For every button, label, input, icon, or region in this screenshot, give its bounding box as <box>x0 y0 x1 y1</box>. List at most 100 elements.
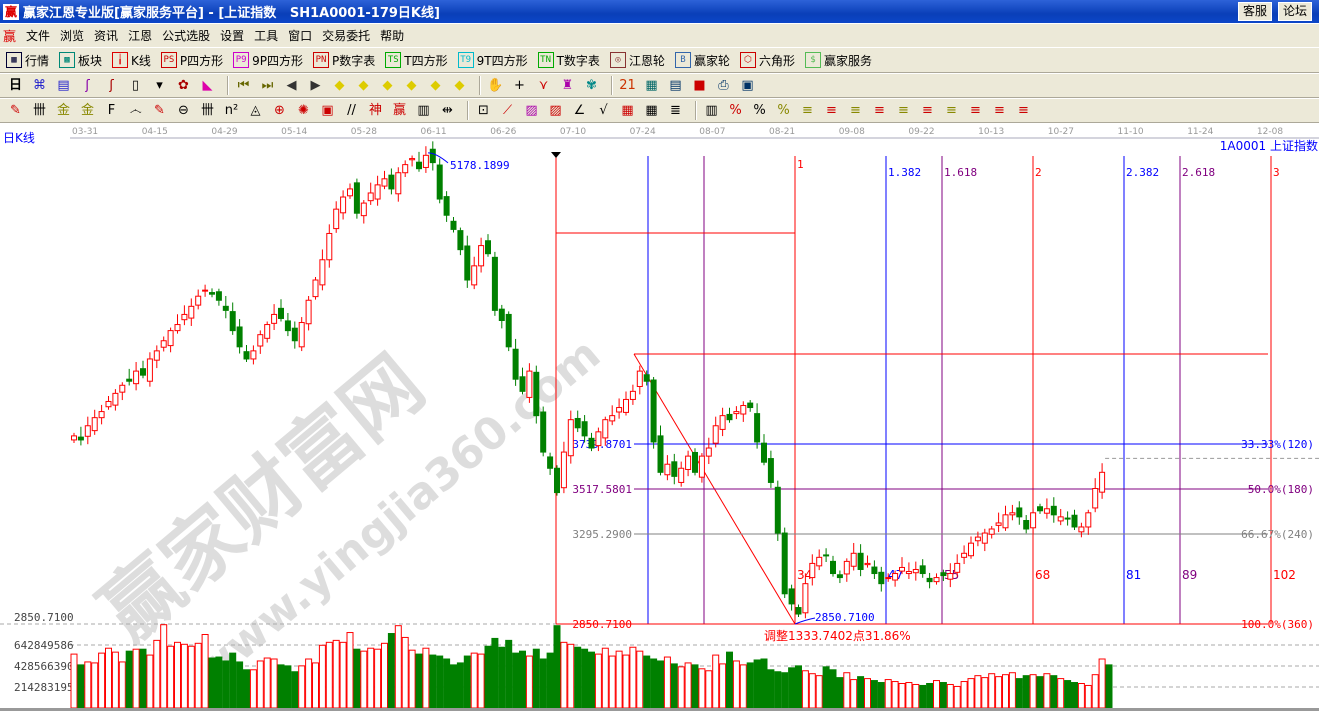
ruler-icon[interactable]: ▥ <box>417 103 430 118</box>
last-icon[interactable]: ⏭ <box>261 78 274 93</box>
lines4-icon[interactable]: ≡ <box>874 103 885 118</box>
line-icon[interactable]: ⋎ <box>538 78 549 93</box>
toolbar-button-ts-box[interactable]: TS T四方形 <box>385 52 448 69</box>
fan-box-icon[interactable]: ▨ <box>525 103 538 118</box>
square-target-icon[interactable]: ▣ <box>321 103 334 118</box>
lines10-icon[interactable]: ≡ <box>1018 103 1029 118</box>
expand-icon[interactable]: ◆ <box>382 78 393 93</box>
left-icon[interactable]: ◀ <box>286 78 297 93</box>
candle-type-icon[interactable]: ▯ <box>131 78 140 93</box>
menu-item-2[interactable]: 资讯 <box>94 29 119 43</box>
menu-item-4[interactable]: 公式选股 <box>162 29 211 43</box>
shrink-icon[interactable]: ◆ <box>406 78 417 93</box>
pattern-icon[interactable]: ✾ <box>586 78 597 93</box>
toolbar-button-blocks[interactable]: ▩ 板块 <box>59 52 102 69</box>
lines2-icon[interactable]: ≡ <box>826 103 837 118</box>
channel-icon[interactable]: ≣ <box>670 103 681 118</box>
lines8-icon[interactable]: ≡ <box>970 103 981 118</box>
candle-body <box>284 320 291 332</box>
lines6-icon[interactable]: ≡ <box>922 103 933 118</box>
menu-item-7[interactable]: 窗口 <box>288 29 313 43</box>
candle-body <box>802 583 809 614</box>
lines5-icon[interactable]: ≡ <box>898 103 909 118</box>
zoom-out-icon[interactable]: ◆ <box>454 78 465 93</box>
angle-icon[interactable]: ∠ <box>573 103 586 118</box>
box-icon[interactable]: ⊡ <box>478 103 489 118</box>
flag-icon[interactable]: ◣ <box>202 78 213 93</box>
menu-item-3[interactable]: 江恩 <box>128 29 153 43</box>
menu-item-0[interactable]: 文件 <box>26 29 51 43</box>
toolbar-button-table[interactable]: ▦ 行情 <box>6 52 49 69</box>
zoom-in-icon[interactable]: ◆ <box>430 78 441 93</box>
spiral-icon[interactable]: ෴ <box>129 103 142 118</box>
toolbar-button-candles[interactable]: ╽ K线 <box>112 52 151 69</box>
menu-item-9[interactable]: 帮助 <box>380 29 405 43</box>
toolbar-button-tn-box[interactable]: TN T数字表 <box>537 52 600 69</box>
percent-cross-icon[interactable]: % <box>729 103 742 118</box>
gold-lines2-icon[interactable]: 金 <box>80 103 94 118</box>
toolbar-button-winner-wheel[interactable]: B 赢家轮 <box>674 52 730 69</box>
crosshair-icon[interactable]: + <box>514 78 525 93</box>
marker-icon[interactable]: ✎ <box>154 103 165 118</box>
lines1-icon[interactable]: ≡ <box>802 103 813 118</box>
shift-left-icon[interactable]: ◆ <box>334 78 345 93</box>
v-icon[interactable]: √ <box>599 103 608 118</box>
toolbar-button-pn-box[interactable]: PN P数字表 <box>313 52 375 69</box>
percent-lines-icon[interactable]: % <box>777 103 790 118</box>
angle-lines-icon[interactable]: // <box>347 103 356 118</box>
web-icon[interactable]: ✺ <box>298 103 309 118</box>
grid-icon[interactable]: ▦ <box>621 103 634 118</box>
tower-icon[interactable]: ♜ <box>561 78 574 93</box>
menu-item-6[interactable]: 工具 <box>254 29 279 43</box>
map-icon[interactable]: ✿ <box>178 78 189 93</box>
right-icon[interactable]: ▶ <box>310 78 321 93</box>
lines3-icon[interactable]: ≡ <box>850 103 861 118</box>
percent-icon[interactable]: % <box>753 103 766 118</box>
calendar-icon[interactable]: 21 <box>619 78 636 93</box>
lines9-icon[interactable]: ≡ <box>994 103 1005 118</box>
menu-item-1[interactable]: 浏览 <box>60 29 85 43</box>
wave3-icon[interactable]: ʃ <box>85 78 90 93</box>
notes-icon[interactable]: ▤ <box>669 78 682 93</box>
toolbar-button-hexagon[interactable]: ⬡ 六角形 <box>739 52 795 69</box>
first-icon[interactable]: ⏮ <box>237 78 250 93</box>
pen-icon[interactable]: ✎ <box>10 103 21 118</box>
forum-button[interactable]: 论坛 <box>1278 2 1313 21</box>
clipboard-icon[interactable]: ▤ <box>57 78 70 93</box>
triangle-icon[interactable]: ◬ <box>250 103 261 118</box>
drop-down-icon[interactable]: ▾ <box>156 78 163 93</box>
hand-icon[interactable]: ✋ <box>487 78 504 93</box>
save-icon[interactable]: ■ <box>693 78 706 93</box>
n2-icon[interactable]: n² <box>224 103 239 118</box>
target-icon[interactable]: ⊕ <box>274 103 285 118</box>
fan-icon[interactable]: ⟋ <box>502 103 513 118</box>
width-icon[interactable]: ⇹ <box>442 103 453 118</box>
wave9-icon[interactable]: ʃ <box>109 78 114 93</box>
ying-icon[interactable]: 赢 <box>392 103 406 118</box>
period-select[interactable]: 日 <box>8 78 22 93</box>
f-lines-icon[interactable]: F <box>107 103 116 118</box>
fan-box2-icon[interactable]: ▨ <box>549 103 562 118</box>
parallel-icon[interactable]: 卌 <box>200 103 214 118</box>
gold-lines-icon[interactable]: 金 <box>56 103 70 118</box>
calculator-icon[interactable]: ▦ <box>645 78 658 93</box>
lines7-icon[interactable]: ≡ <box>946 103 957 118</box>
shen-icon[interactable]: 神 <box>368 103 382 118</box>
toolbar-button-t9-box[interactable]: T9 9T四方形 <box>457 52 528 69</box>
shift-right-icon[interactable]: ◆ <box>358 78 369 93</box>
toolbar-button-ps-box[interactable]: PS P四方形 <box>160 52 223 69</box>
ruler-v-icon[interactable]: ▥ <box>705 103 718 118</box>
bus-icon[interactable]: ▣ <box>741 78 754 93</box>
customer-service-button[interactable]: 客服 <box>1238 2 1273 21</box>
printer-icon[interactable]: ⎙ <box>718 78 729 93</box>
gann-lines-icon[interactable]: 卌 <box>32 103 46 118</box>
toolbar-button-p9-box[interactable]: P9 9P四方形 <box>233 52 303 69</box>
toolbar-button-dollar[interactable]: $ 赢家服务 <box>804 52 872 69</box>
kline-shape-icon[interactable]: ⌘ <box>33 78 46 93</box>
menu-item-8[interactable]: 交易委托 <box>322 29 371 43</box>
circle-lines-icon[interactable]: ⊖ <box>178 103 189 118</box>
menu-item-5[interactable]: 设置 <box>220 29 245 43</box>
grid2-icon[interactable]: ▦ <box>645 103 658 118</box>
toolbar-button-gann-wheel[interactable]: ◎ 江恩轮 <box>609 52 665 69</box>
